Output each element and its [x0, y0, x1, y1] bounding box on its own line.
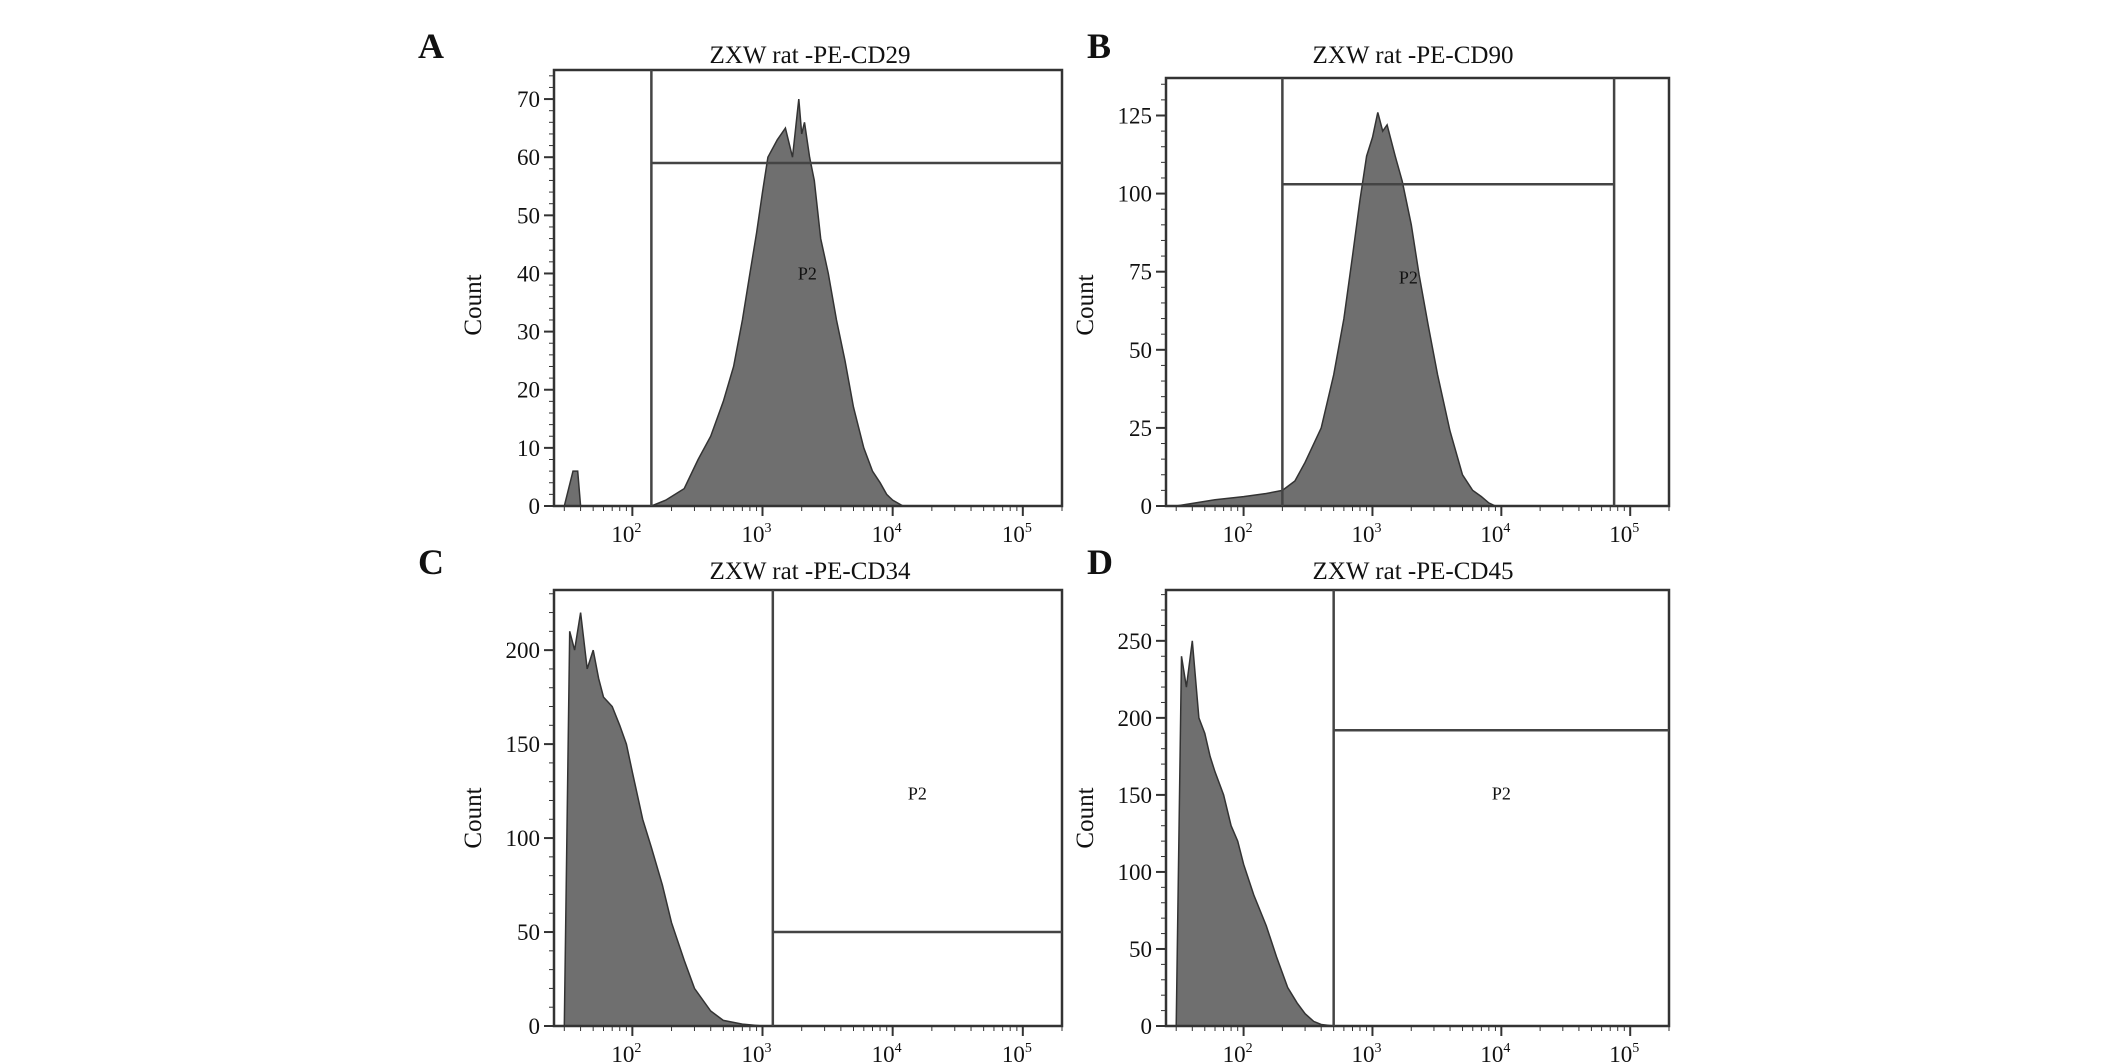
- x-tick-label-b: 105: [1609, 521, 1639, 547]
- y-axis-label-b: Count: [1072, 274, 1099, 335]
- panel-title-a: ZXW rat -PE-CD29: [710, 42, 911, 69]
- plot-frame-c: [552, 588, 1064, 1028]
- x-tick-label-d: 105: [1609, 1041, 1639, 1063]
- plot-area-b: P2 0 25 50 75 100 125 102 103 104 105: [1118, 76, 1671, 547]
- gate-label-d: P2: [1492, 783, 1511, 803]
- x-tick-label-d: 104: [1480, 1041, 1510, 1063]
- gate-label-b: P2: [1399, 267, 1418, 287]
- y-tick-label-a: 20: [517, 378, 540, 403]
- y-tick-label-b: 75: [1129, 260, 1152, 285]
- histogram-a-series-0: [563, 99, 916, 507]
- panel-d: D ZXW rat -PE-CD45 Count P2 0 50 100 150 200 2…: [1072, 542, 1671, 1063]
- y-tick-label-a: 30: [517, 320, 540, 345]
- x-tick-label-d: 103: [1351, 1041, 1381, 1063]
- x-tick-label-c: 103: [742, 1041, 772, 1063]
- x-tick-label-a: 105: [1002, 521, 1032, 547]
- panel-title-d: ZXW rat -PE-CD45: [1313, 558, 1514, 585]
- plot-area-a: P2 0 10 20 30 40 50 60 70 102 103 104 105: [517, 68, 1064, 547]
- y-tick-label-a: 10: [517, 436, 540, 461]
- y-tick-label-c: 100: [506, 826, 541, 851]
- x-tick-label-a: 104: [872, 521, 902, 547]
- x-tick-label-b: 103: [1351, 521, 1381, 547]
- panel-a: A ZXW rat -PE-CD29 Count P2 0 10 20 30 40 50 60…: [418, 26, 1064, 547]
- x-tick-label-c: 104: [872, 1041, 902, 1063]
- plot-area-d: P2 0 50 100 150 200 250 102 103 104 105: [1118, 588, 1671, 1063]
- y-tick-label-d: 0: [1141, 1014, 1153, 1039]
- gate-label-c: P2: [908, 783, 927, 803]
- y-tick-label-b: 25: [1129, 416, 1152, 441]
- plot-area-c: P2 0 50 100 150 200 102 103 104 105: [506, 588, 1064, 1063]
- plot-frame-b: [1164, 76, 1671, 508]
- y-tick-label-d: 200: [1118, 706, 1153, 731]
- histogram-b-series-0: [1176, 112, 1512, 507]
- y-tick-label-c: 0: [529, 1014, 541, 1039]
- x-tick-label-a: 102: [611, 521, 641, 547]
- histogram-d-series-0: [1175, 640, 1334, 1027]
- plot-frame-d: [1164, 588, 1671, 1028]
- y-tick-label-b: 125: [1118, 103, 1153, 128]
- y-axis-label-c: Count: [460, 787, 487, 848]
- x-tick-label-d: 102: [1223, 1041, 1253, 1063]
- x-tick-label-c: 105: [1002, 1041, 1032, 1063]
- x-tick-label-a: 103: [742, 521, 772, 547]
- gate-label-a: P2: [798, 263, 817, 283]
- panel-b: B ZXW rat -PE-CD90 Count P2 0 25 50 75 100 125…: [1072, 26, 1671, 547]
- y-tick-label-d: 100: [1118, 860, 1153, 885]
- y-tick-label-a: 70: [517, 87, 540, 112]
- y-tick-label-a: 0: [529, 494, 541, 519]
- y-axis-label-d: Count: [1072, 787, 1099, 848]
- panel-letter-c: C: [418, 542, 444, 582]
- panel-title-b: ZXW rat -PE-CD90: [1313, 42, 1514, 69]
- y-tick-label-d: 250: [1118, 629, 1153, 654]
- y-tick-label-d: 50: [1129, 937, 1152, 962]
- panel-letter-a: A: [418, 26, 444, 66]
- y-tick-label-a: 50: [517, 203, 540, 228]
- y-tick-label-c: 50: [517, 920, 540, 945]
- y-tick-label-a: 40: [517, 261, 540, 286]
- x-tick-label-b: 102: [1223, 521, 1253, 547]
- panel-title-c: ZXW rat -PE-CD34: [710, 558, 911, 585]
- y-tick-label-b: 0: [1141, 494, 1153, 519]
- histogram-c-series-0: [563, 612, 773, 1027]
- y-tick-label-b: 100: [1118, 182, 1153, 207]
- y-axis-label-a: Count: [460, 274, 487, 335]
- plot-frame-a: [552, 68, 1064, 508]
- x-tick-label-b: 104: [1480, 521, 1510, 547]
- y-tick-label-d: 150: [1118, 783, 1153, 808]
- panel-c: C ZXW rat -PE-CD34 Count P2 0 50 100 150 200 1…: [418, 542, 1064, 1063]
- panel-letter-d: D: [1087, 542, 1113, 582]
- y-tick-label-b: 50: [1129, 338, 1152, 363]
- y-tick-label-c: 150: [506, 732, 541, 757]
- x-tick-label-c: 102: [611, 1041, 641, 1063]
- y-tick-label-a: 60: [517, 145, 540, 170]
- panel-letter-b: B: [1087, 26, 1111, 66]
- y-tick-label-c: 200: [506, 638, 541, 663]
